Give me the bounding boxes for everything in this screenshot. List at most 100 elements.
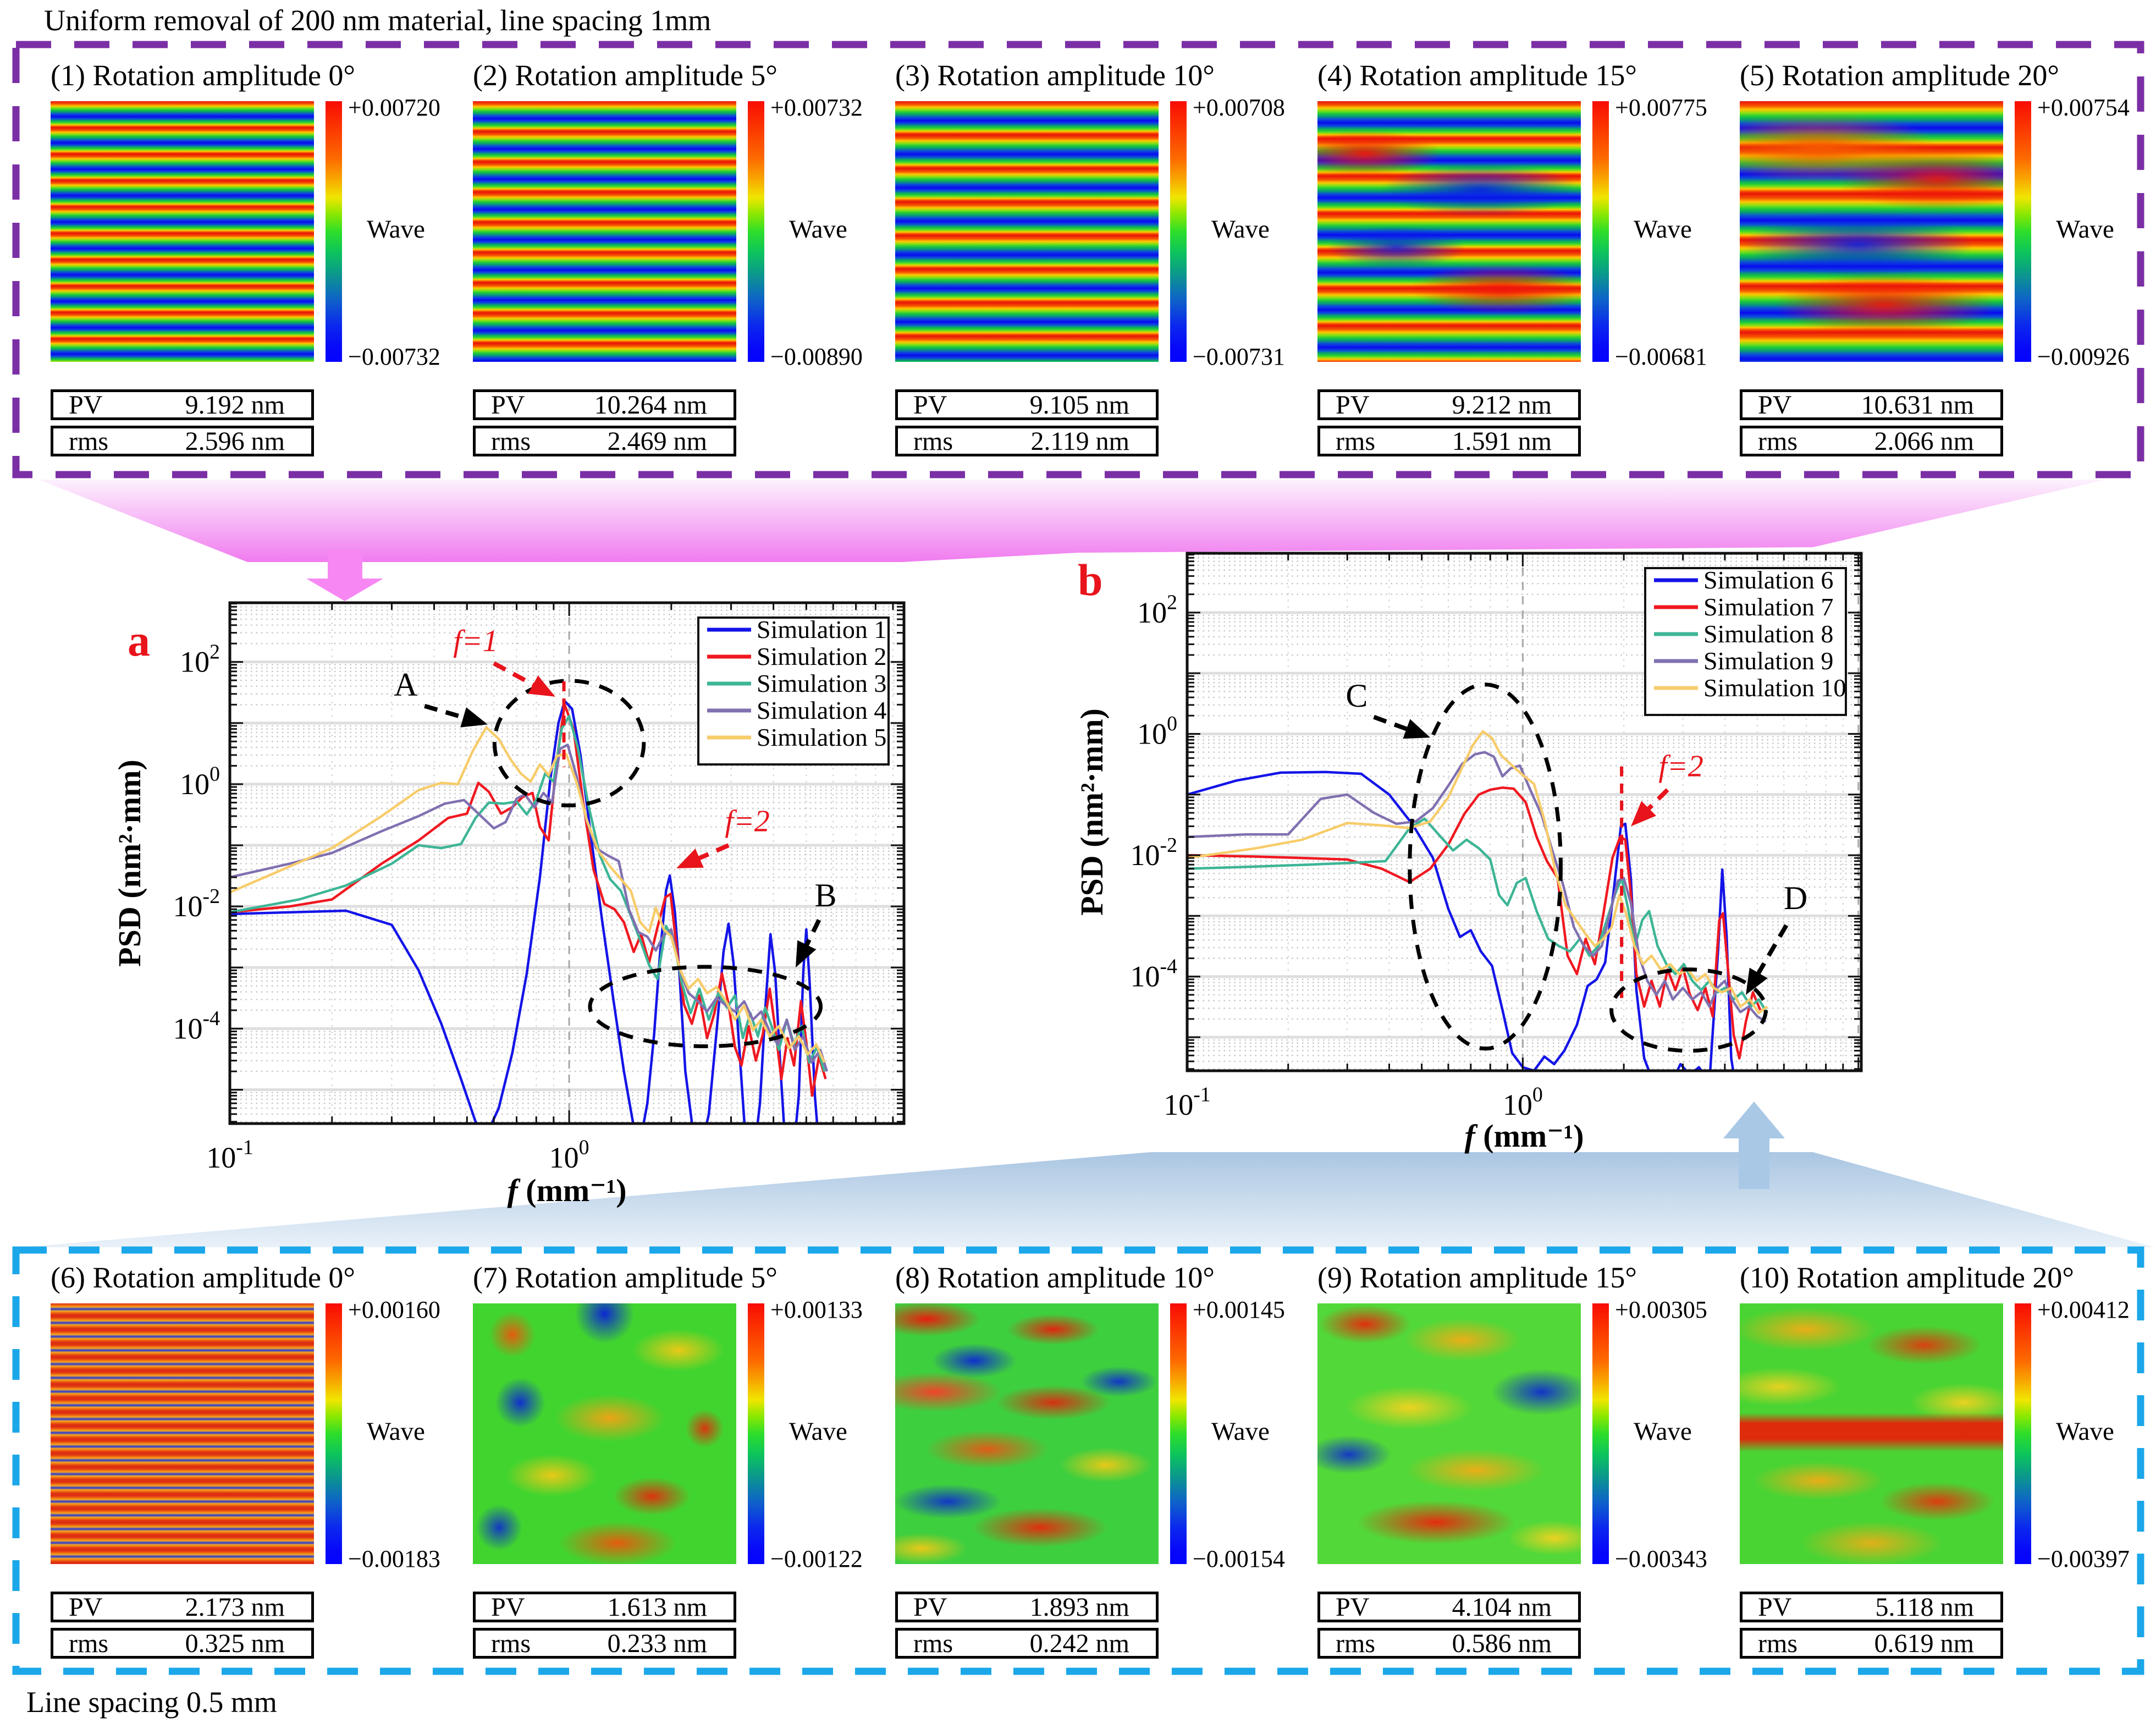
top-caption: Uniform removal of 200 nm material, line… [44,4,712,37]
svg-text:b: b [1078,555,1103,605]
colorbar-title: Wave [1634,1417,1692,1446]
colorbar-max-label: +0.00305 [1615,1296,1707,1323]
surface-panel-2: (2) Rotation amplitude 5° +0.00732 Wave … [473,58,880,456]
stats-table: PV 9.105 nm rms 2.119 nm [895,389,1159,456]
colorbar-min-label: −0.00183 [348,1545,440,1572]
pv-label: PV [69,390,103,420]
svg-text:Simulation 4: Simulation 4 [757,696,886,724]
colorbar [1170,101,1187,362]
pv-row: PV 10.264 nm [473,389,736,420]
panel-title: (5) Rotation amplitude 20° [1740,59,2060,92]
colorbar [1592,101,1609,362]
rms-label: rms [1758,426,1797,456]
colorbar-max-label: +0.00720 [348,94,440,121]
pv-value: 1.613 nm [607,1592,707,1622]
colorbar [1170,1303,1187,1564]
svg-text:PSD (nm²·mm): PSD (nm²·mm) [112,759,147,967]
colorbar-min-label: −0.00926 [2037,343,2130,370]
surface-panel-7: (7) Rotation amplitude 5° +0.00133 Wave … [473,1260,880,1659]
pv-label: PV [1758,390,1792,420]
colorbar-min-label: −0.00890 [770,343,863,370]
panel-title: (8) Rotation amplitude 10° [895,1261,1215,1294]
wavefront-map [1317,1303,1581,1564]
pv-label: PV [1336,390,1370,420]
svg-text:f (mm⁻¹): f (mm⁻¹) [507,1172,626,1208]
rms-value: 0.233 nm [607,1628,707,1658]
stats-table: PV 9.192 nm rms 2.596 nm [51,389,314,456]
rms-value: 2.066 nm [1874,426,1974,456]
rms-label: rms [913,426,953,456]
rms-label: rms [1758,1628,1797,1658]
rms-row: rms 2.469 nm [473,426,736,456]
wavefront-map [1740,101,2003,362]
blue-up-arrow-icon [1723,1102,1785,1189]
pv-row: PV 9.192 nm [51,389,314,420]
rms-label: rms [913,1628,953,1658]
svg-text:100: 100 [180,763,220,801]
svg-text:Simulation 3: Simulation 3 [757,669,886,697]
colorbar-min-label: −0.00681 [1615,343,1707,370]
stats-table: PV 9.212 nm rms 1.591 nm [1317,389,1581,456]
svg-text:Simulation 9: Simulation 9 [1703,647,1833,675]
panel-title: (1) Rotation amplitude 0° [51,59,356,92]
pv-value: 9.212 nm [1452,390,1552,420]
psd-chart-a: 10-1 100 102 100 10-2 10-4 f (mm⁻¹) PSD (nm²·mm… [112,601,906,1208]
pv-value: 9.105 nm [1029,390,1129,420]
pv-label: PV [913,390,947,420]
rms-label: rms [69,426,108,456]
rms-row: rms 2.119 nm [895,426,1159,456]
pv-value: 10.264 nm [594,390,707,420]
pv-value: 10.631 nm [1861,390,1974,420]
surface-panel-8: (8) Rotation amplitude 10° +0.00145 Wave… [895,1260,1302,1659]
pv-label: PV [491,390,525,420]
wavefront-map [895,1303,1159,1564]
rms-label: rms [1336,426,1375,456]
pv-label: PV [1758,1592,1792,1622]
panel-title: (6) Rotation amplitude 0° [51,1261,356,1294]
rms-value: 0.619 nm [1874,1628,1974,1658]
svg-text:Simulation 1: Simulation 1 [757,615,886,643]
stats-table: PV 10.631 nm rms 2.066 nm [1740,389,2003,456]
surface-panel-9: (9) Rotation amplitude 15° +0.00305 Wave… [1317,1260,1724,1659]
colorbar-min-label: −0.00154 [1193,1545,1285,1572]
pv-row: PV 4.104 nm [1317,1592,1581,1622]
colorbar [2015,101,2031,362]
pv-row: PV 5.118 nm [1740,1592,2003,1622]
surface-panel-4: (4) Rotation amplitude 15° +0.00775 Wave… [1317,58,1724,456]
svg-text:Simulation 10: Simulation 10 [1703,674,1846,702]
stats-table: PV 2.173 nm rms 0.325 nm [51,1592,314,1659]
surface-panel-6: (6) Rotation amplitude 0° +0.00160 Wave … [51,1260,457,1659]
panel-title: (10) Rotation amplitude 20° [1740,1261,2075,1294]
pv-row: PV 1.893 nm [895,1592,1159,1622]
rms-value: 2.469 nm [607,426,707,456]
svg-text:10-2: 10-2 [1131,834,1178,872]
pv-label: PV [69,1592,103,1622]
colorbar-min-label: −0.00343 [1615,1545,1707,1572]
svg-text:10-1: 10-1 [1164,1083,1211,1121]
wavefront-map [1740,1303,2003,1564]
svg-text:f=2: f=2 [725,804,769,838]
colorbar-max-label: +0.00412 [2037,1296,2130,1323]
svg-text:100: 100 [549,1136,589,1174]
svg-text:100: 100 [1503,1083,1543,1121]
svg-text:10-4: 10-4 [1131,955,1178,993]
wavefront-map [473,1303,736,1564]
colorbar [2015,1303,2031,1564]
svg-text:f (mm⁻¹): f (mm⁻¹) [1464,1118,1584,1154]
stats-table: PV 10.264 nm rms 2.469 nm [473,389,736,456]
colorbar-title: Wave [367,1417,425,1446]
pv-value: 4.104 nm [1452,1592,1552,1622]
rms-value: 0.586 nm [1452,1628,1552,1658]
panel-title: (3) Rotation amplitude 10° [895,59,1215,92]
pink-down-arrow-icon [306,550,383,601]
pv-value: 1.893 nm [1029,1592,1129,1622]
svg-text:10-4: 10-4 [173,1007,220,1045]
colorbar-title: Wave [1211,215,1270,244]
colorbar-title: Wave [1211,1417,1270,1446]
stats-table: PV 4.104 nm rms 0.586 nm [1317,1592,1581,1659]
bottom-panel-row: (6) Rotation amplitude 0° +0.00160 Wave … [51,1260,2147,1659]
rms-row: rms 0.233 nm [473,1628,736,1659]
pv-row: PV 9.105 nm [895,389,1159,420]
pv-label: PV [491,1592,525,1622]
colorbar-max-label: +0.00732 [770,94,863,121]
